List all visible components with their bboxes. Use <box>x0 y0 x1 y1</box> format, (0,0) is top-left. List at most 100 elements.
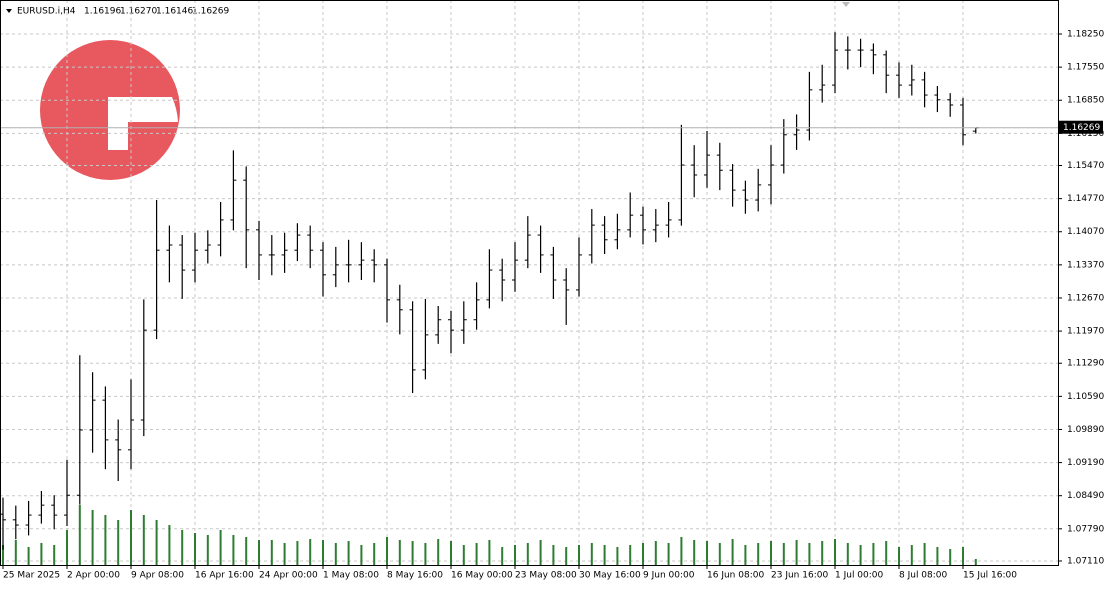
volume-bar <box>475 543 478 565</box>
volume-bar <box>270 540 273 565</box>
volume-bar <box>283 543 286 565</box>
x-tick-label: 1 Jul 00:00 <box>835 571 884 581</box>
y-tick-label: 1.14070 <box>1067 227 1104 237</box>
volume-bar <box>501 547 504 565</box>
volume-bar <box>936 547 939 565</box>
x-tick-label: 8 May 16:00 <box>387 571 443 581</box>
y-tick-label: 1.07110 <box>1067 556 1104 566</box>
y-tick-label: 1.09890 <box>1067 425 1104 435</box>
y-tick-label: 1.17550 <box>1067 63 1104 73</box>
y-tick-label: 1.10590 <box>1067 392 1104 402</box>
volume-bar <box>654 541 657 565</box>
volume-bar <box>194 533 196 565</box>
volume-bar <box>514 545 516 565</box>
volume-bar <box>872 543 875 565</box>
volume-bar <box>360 545 363 565</box>
volume-bar <box>296 541 299 565</box>
volume-bar <box>859 545 862 565</box>
volume-bar <box>821 541 824 565</box>
volume-bar <box>488 540 491 565</box>
volume-bar <box>910 545 913 565</box>
y-tick-label: 1.07790 <box>1067 524 1104 534</box>
volume-bar <box>846 543 849 565</box>
volume-bar <box>757 543 760 565</box>
volume-bar <box>565 547 568 565</box>
volume-bar <box>424 543 427 565</box>
header-open: 1.16196 <box>84 7 121 17</box>
x-tick-label: 16 Jun 08:00 <box>707 571 764 581</box>
volume-bar <box>322 540 324 565</box>
y-tick-label: 1.15470 <box>1067 161 1104 171</box>
volume-bar <box>386 537 388 565</box>
volume-bar <box>693 540 696 565</box>
x-tick-label: 25 Mar 2025 <box>3 571 60 581</box>
volume-bar <box>411 541 414 565</box>
volume-bar <box>616 547 619 565</box>
volume-bar <box>450 541 452 565</box>
x-tick-label: 16 May 00:00 <box>451 571 513 581</box>
volume-bar <box>232 535 235 565</box>
volume-bar <box>744 545 747 565</box>
x-tick-label: 15 Jul 16:00 <box>963 571 1017 581</box>
y-tick-label: 1.11970 <box>1067 327 1104 337</box>
price-label: 1.16269 <box>1063 123 1100 133</box>
volume-bar <box>770 541 772 565</box>
volume-bar <box>437 539 440 565</box>
volume-bar <box>885 541 888 565</box>
y-tick-label: 1.09190 <box>1067 458 1104 468</box>
shift-marker <box>842 2 850 7</box>
header-high: 1.16270 <box>120 7 157 17</box>
y-tick-label: 1.11290 <box>1067 359 1104 369</box>
volume-bar <box>731 539 734 565</box>
symbol: EURUSD.i,H4 <box>17 7 76 17</box>
volume-bar <box>130 510 132 565</box>
volume-bar <box>462 545 465 565</box>
volume-bar <box>40 543 43 565</box>
x-tick-label: 8 Jul 08:00 <box>899 571 948 581</box>
volume-bar <box>53 545 56 565</box>
y-tick-label: 1.16150 <box>1067 129 1104 139</box>
plot-frame <box>0 0 1059 566</box>
volume-bar <box>949 549 952 565</box>
volume-bar <box>962 547 964 565</box>
header-low: 1.16146 <box>156 7 193 17</box>
volume-bar <box>245 537 248 565</box>
volume-bar <box>66 530 68 565</box>
volume-bar <box>398 540 401 565</box>
volume-bar <box>78 505 81 565</box>
x-tick-label: 16 Apr 16:00 <box>195 571 254 581</box>
x-tick-label: 9 Jun 00:00 <box>643 571 695 581</box>
volume-bar <box>590 543 593 565</box>
volume-bar <box>155 520 158 565</box>
x-tick-label: 23 May 08:00 <box>515 571 577 581</box>
volume-bar <box>974 559 977 565</box>
volume-bar <box>347 541 350 565</box>
volume-bar <box>834 539 836 565</box>
volume-bar <box>181 530 184 565</box>
menu-arrow[interactable] <box>6 9 12 13</box>
volume-bar <box>91 510 94 565</box>
volume-bar <box>578 545 580 565</box>
volume-bar <box>629 545 632 565</box>
volume-bar <box>104 515 107 565</box>
x-tick-label: 1 May 08:00 <box>323 571 379 581</box>
x-tick-label: 9 Apr 08:00 <box>131 571 184 581</box>
volume-bar <box>206 535 209 565</box>
volume-bar <box>642 543 644 565</box>
volume-bar <box>219 530 222 565</box>
volume-bar <box>117 520 120 565</box>
volume-bar <box>552 545 555 565</box>
volume-bar <box>808 543 811 565</box>
volume-bar <box>667 543 670 565</box>
logo <box>40 40 180 180</box>
price-label-box <box>1059 120 1103 134</box>
volume-bar <box>142 515 145 565</box>
x-tick-label: 23 Jun 16:00 <box>771 571 828 581</box>
y-tick-label: 1.14770 <box>1067 194 1104 204</box>
volume-bar <box>309 539 312 565</box>
volume-bar <box>373 543 376 565</box>
x-tick-label: 30 May 16:00 <box>579 571 641 581</box>
volume-bar <box>168 525 171 565</box>
volume-bar <box>680 537 683 565</box>
